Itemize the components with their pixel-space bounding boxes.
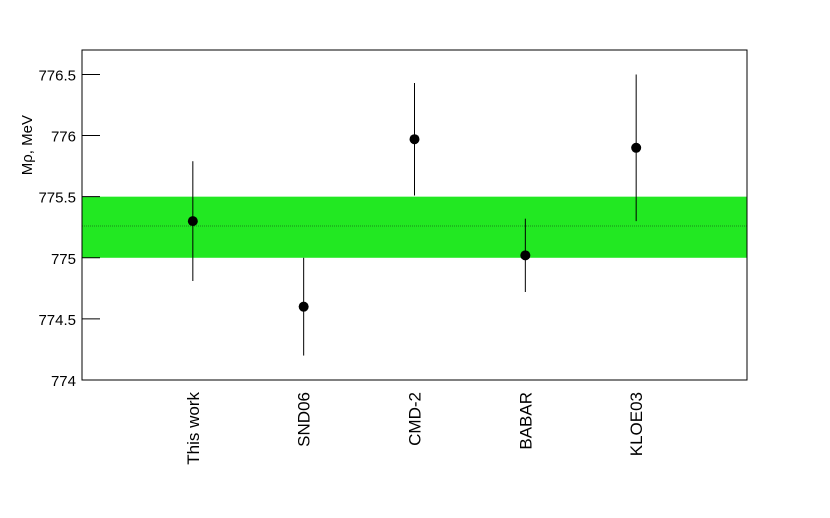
x-tick-label: BABAR — [516, 392, 535, 450]
x-tick-label: CMD-2 — [406, 392, 425, 446]
point — [520, 250, 531, 261]
y-tick-label: 774 — [51, 373, 76, 390]
y-tick-label: 775.5 — [38, 190, 76, 207]
y-tick-label: 776.5 — [38, 67, 76, 84]
band — [82, 196, 747, 258]
point — [187, 216, 198, 227]
y-axis-label: Mρ, MeV — [19, 115, 36, 175]
point — [631, 142, 642, 153]
x-tick-label: KLOE03 — [627, 392, 646, 456]
y-tick-label: 774.5 — [38, 312, 76, 329]
x-tick-label: SND06 — [295, 392, 314, 447]
y-tick-label: 776 — [51, 129, 76, 146]
plot-frame — [81, 49, 748, 381]
point — [298, 301, 309, 312]
x-tick-label: This work — [184, 392, 203, 465]
y-tick-label: 775 — [51, 251, 76, 268]
point — [409, 134, 420, 145]
